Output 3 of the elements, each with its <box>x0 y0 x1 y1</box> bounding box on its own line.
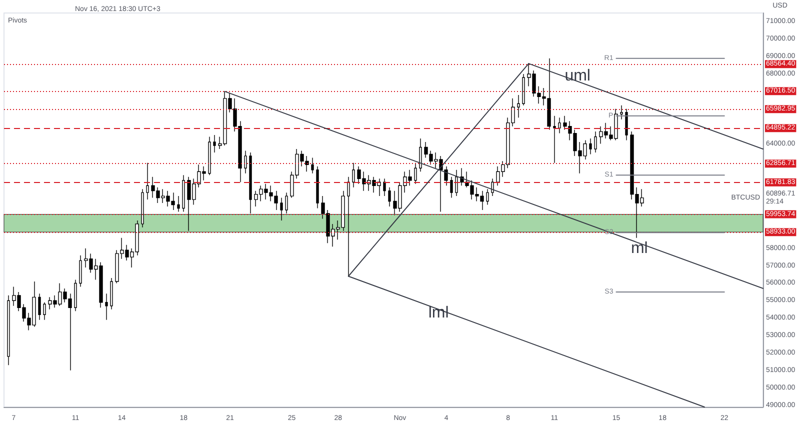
annotation: lml <box>428 304 449 322</box>
annotation: uml <box>564 67 590 84</box>
annotation: ml <box>630 240 648 257</box>
